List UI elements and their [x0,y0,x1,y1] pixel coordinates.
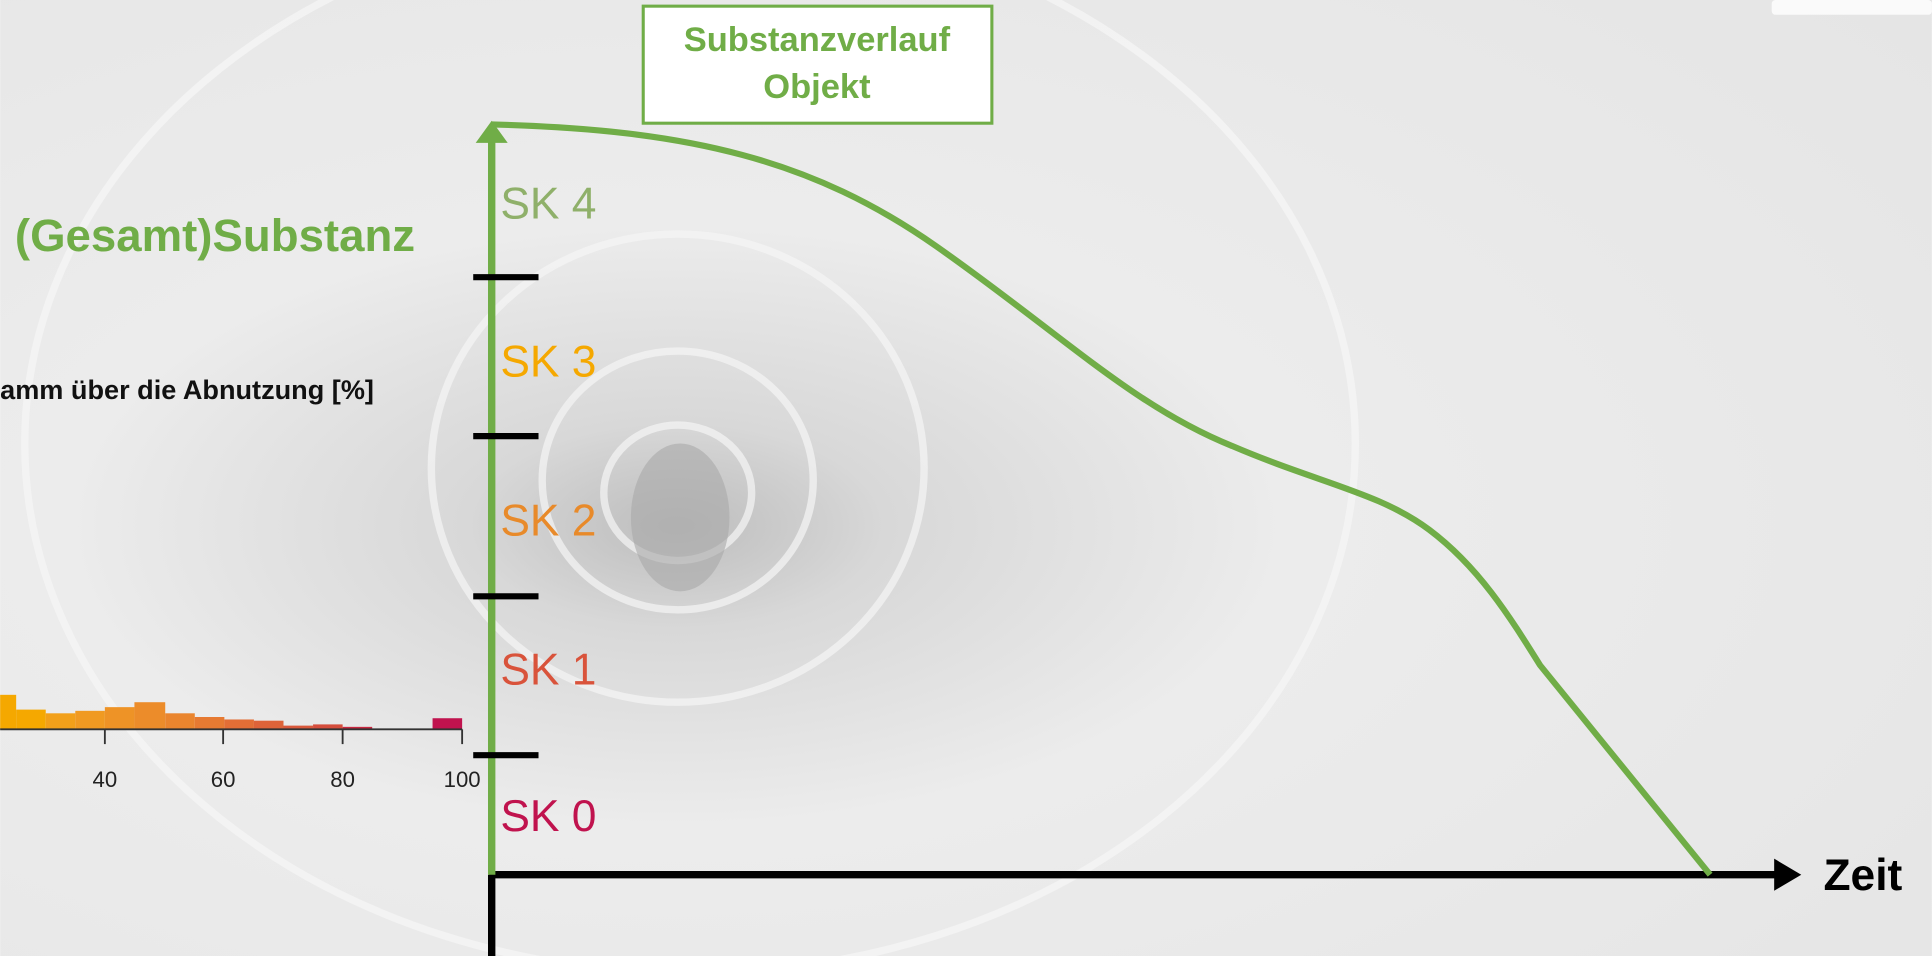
histogram-title: amm über die Abnutzung [%] [0,374,374,405]
logo [1771,0,1932,15]
title-line: Substanzverlauf [684,21,951,59]
histogram-tick-label: 100 [444,767,481,792]
class-separators [473,274,539,759]
y-axis-arrow [475,120,508,143]
x-axis-label: Zeit [1823,851,1902,900]
histogram-tick-label: 40 [93,767,118,792]
histogram-ticks [103,729,464,745]
title-line: Objekt [763,68,871,106]
substance-curve [491,121,1713,877]
class-label: SK 2 [500,496,596,545]
histogram-tick-label: 80 [330,767,355,792]
tunnel-center [630,443,730,592]
class-label: SK 4 [500,180,596,229]
histogram-tick-label: 60 [211,767,236,792]
x-axis-arrow [1774,858,1802,891]
class-label: SK 0 [500,792,596,841]
class-label: SK 3 [500,337,596,386]
class-label: SK 1 [500,645,596,694]
y-axis-label: (Gesamt)Substanz [15,210,415,261]
histogram-bars [0,694,463,730]
title-box [641,4,994,125]
